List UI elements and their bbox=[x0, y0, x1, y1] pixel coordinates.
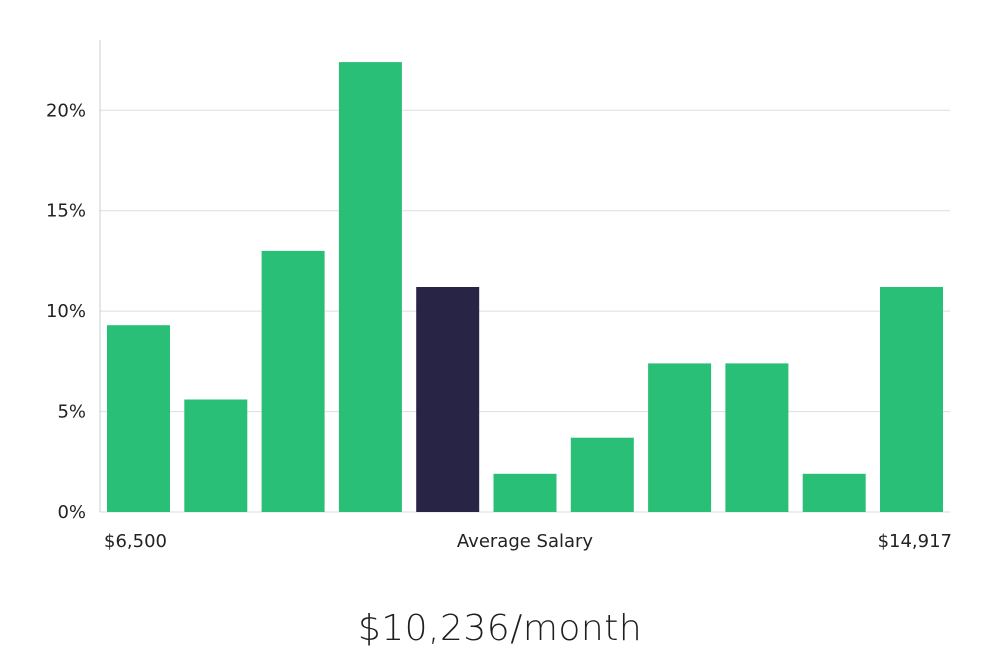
y-tick-label: 0% bbox=[57, 502, 86, 523]
average-salary-headline: $10,236/month bbox=[357, 608, 643, 649]
y-tick-label: 15% bbox=[46, 201, 86, 222]
bar bbox=[648, 363, 712, 512]
bar bbox=[184, 399, 248, 512]
bar bbox=[725, 363, 789, 512]
x-axis-min-label: $6,500 bbox=[104, 531, 167, 552]
salary-distribution-chart: 0% 5% 10% 15% 20% $6,500 Average Salary $14,… bbox=[46, 40, 952, 552]
bar bbox=[107, 325, 170, 512]
y-tick-label: 5% bbox=[57, 402, 86, 423]
bar bbox=[261, 250, 325, 512]
bar bbox=[570, 437, 634, 512]
y-tick-label: 20% bbox=[46, 100, 86, 121]
y-tick-labels: 0% 5% 10% 15% 20% bbox=[46, 100, 86, 523]
bar bbox=[880, 287, 943, 512]
y-tick-label: 10% bbox=[46, 301, 86, 322]
bars bbox=[107, 62, 943, 512]
bar bbox=[802, 473, 866, 512]
x-axis-max-label: $14,917 bbox=[878, 531, 952, 552]
bar bbox=[493, 473, 557, 512]
bar bbox=[338, 62, 402, 512]
x-axis-title-label: Average Salary bbox=[457, 531, 594, 552]
bar-average-salary bbox=[416, 287, 480, 512]
